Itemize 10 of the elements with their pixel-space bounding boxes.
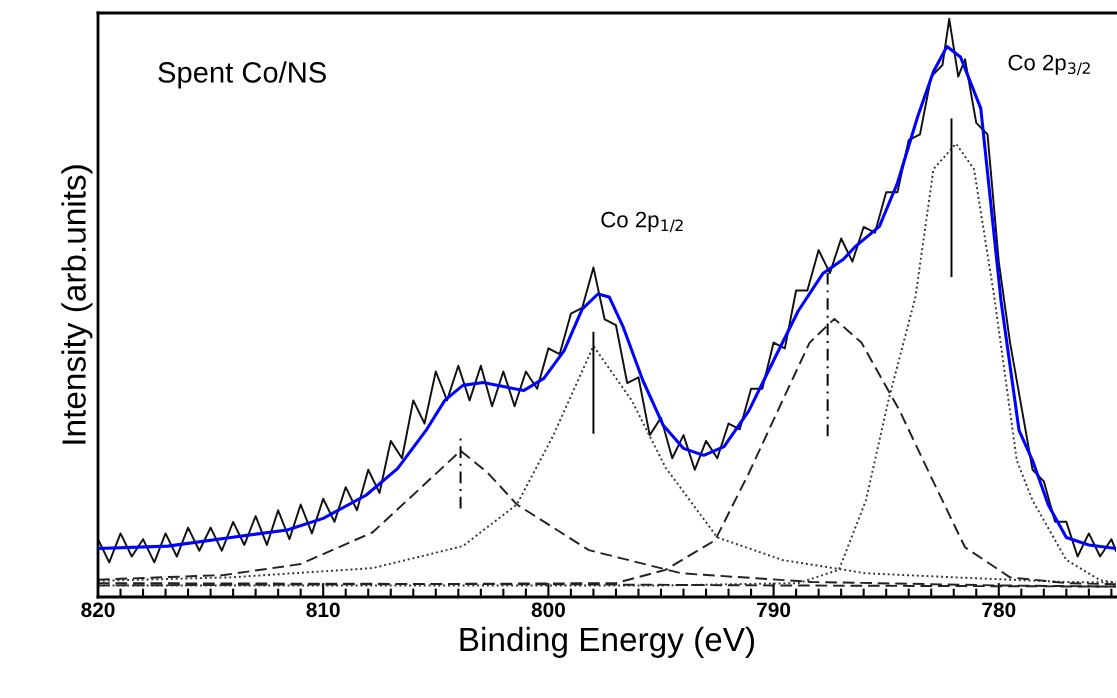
x-axis-title: Binding Energy (eV) [460, 626, 755, 658]
x-tick-label: 790 [757, 602, 791, 618]
x-tick-label: 800 [531, 602, 565, 618]
annotation: Co 2p$_{1/2}$ [601, 211, 683, 233]
annotation: Co 2p$_{3/2}$ [1008, 54, 1090, 76]
annotation: Spent Co/NS [158, 61, 326, 89]
y-axis-title: Intensity (arb.units) [61, 165, 93, 444]
x-tick-label: 810 [306, 602, 340, 618]
x-tick-label: 820 [81, 602, 115, 618]
x-tick-label: 780 [982, 602, 1016, 618]
